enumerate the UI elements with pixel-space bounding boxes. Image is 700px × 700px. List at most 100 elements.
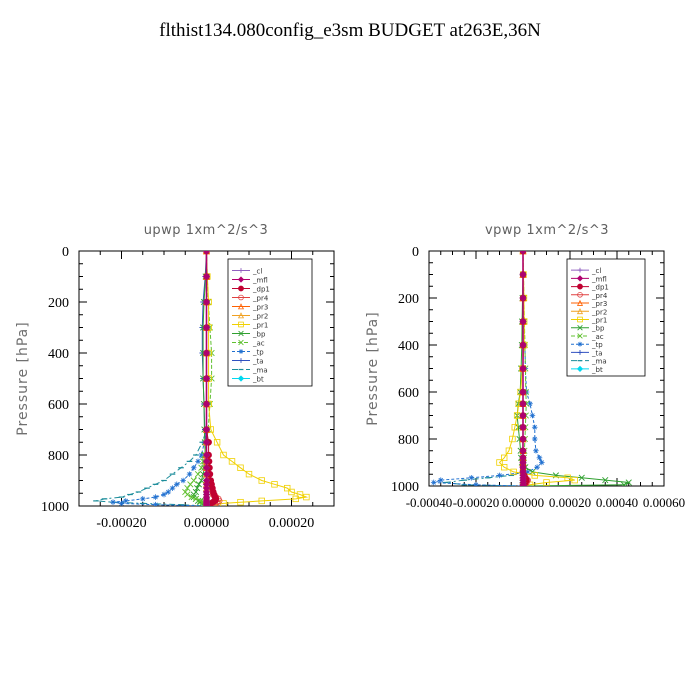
legend-marker-cl: [577, 267, 583, 273]
data-point-bp: [625, 479, 632, 486]
data-point-pr1: [571, 476, 578, 484]
data-point-pr1: [500, 463, 508, 471]
data-point-tp: [536, 455, 543, 461]
data-point-pr1: [213, 439, 221, 446]
legend-marker-ac: [238, 339, 244, 346]
data-point-tp: [430, 479, 437, 486]
data-point-pr1: [509, 435, 516, 443]
y-tick-label: 400: [48, 347, 69, 362]
legend-label-bp: _bp: [591, 325, 605, 333]
x-tick-label: -0.00020: [453, 495, 500, 510]
legend-label-pr1: _pr1: [252, 322, 268, 330]
data-point-ac: [184, 485, 191, 492]
y-tick-label: 1000: [391, 480, 419, 495]
data-point-pr1: [284, 484, 291, 492]
data-point-tp: [173, 481, 180, 488]
data-point-mfl: [519, 341, 527, 349]
data-point-ac: [187, 481, 194, 488]
y-tick-label: 600: [398, 386, 419, 401]
legend-label-bp: _bp: [252, 331, 266, 339]
data-point-mfl: [202, 502, 211, 506]
x-tick-label: -0.00020: [96, 516, 146, 531]
data-point-mfl: [519, 364, 527, 373]
data-point-pr1: [510, 468, 517, 476]
data-point-tp: [527, 400, 533, 407]
data-point-tp: [531, 424, 538, 431]
data-point-tp: [118, 500, 125, 506]
data-point-pr1: [511, 424, 518, 431]
data-point-pr1: [258, 477, 265, 484]
data-point-pr1: [258, 497, 265, 505]
data-point-pr1: [543, 479, 550, 486]
data-point-bp: [578, 474, 585, 481]
data-point-tp: [539, 459, 545, 466]
data-point-pr1: [288, 488, 295, 496]
data-point-mfl: [202, 464, 211, 472]
legend-marker-mfl: [576, 275, 584, 282]
legend: _cl_mfl_dp1_pr4_pr3_pr2_pr1_bp_ac_tp_ta_…: [227, 258, 313, 387]
data-point-tp: [186, 471, 193, 477]
data-point-mfl: [519, 482, 527, 486]
data-point-ac: [198, 464, 205, 471]
legend-label-cl: _cl: [591, 267, 601, 275]
figure-title: flthist134.080config_e3sm BUDGET at263E,…: [159, 20, 541, 41]
legend-marker-pr1: [238, 321, 244, 328]
y-tick-label: 0: [412, 245, 419, 260]
y-tick-label: 1000: [41, 500, 69, 515]
legend-label-pr3: _pr3: [252, 304, 268, 312]
data-point-bp: [529, 468, 536, 476]
legend-label-tp: _tp: [252, 349, 264, 357]
series-line-ma: [95, 251, 207, 506]
data-point-mfl: [202, 451, 211, 459]
data-point-tp: [195, 458, 201, 465]
data-point-mfl: [202, 272, 211, 281]
data-point-pr1: [228, 458, 236, 465]
legend-marker-mfl: [237, 276, 245, 283]
series-line-bp: [516, 251, 631, 486]
data-point-tp: [110, 499, 116, 505]
legend-marker-bp: [238, 330, 244, 337]
data-point-bp: [515, 424, 522, 431]
chart-panel-2: vpwp 1xm^2/s^3 Pressure [hPa] 0 200 400 600 80…: [365, 223, 685, 510]
data-point-bp: [620, 481, 628, 486]
legend-label-dp1: _dp1: [252, 286, 270, 294]
data-point-tp: [198, 452, 205, 458]
legend-label-cl: _cl: [252, 268, 262, 276]
data-point-pr1: [220, 451, 227, 459]
data-point-mfl: [202, 323, 211, 332]
data-point-pr1: [531, 472, 538, 479]
data-point-pr1: [496, 459, 503, 466]
data-point-tp: [524, 469, 531, 475]
data-point-tp: [529, 412, 536, 419]
legend-marker-bt: [576, 365, 584, 372]
legend-marker-tp: [238, 349, 244, 354]
data-point-pr1: [564, 474, 571, 481]
data-point-tp: [437, 477, 444, 483]
data-point-mfl: [202, 470, 211, 478]
panel-title: vpwp 1xm^2/s^3: [485, 223, 609, 238]
data-point-bp: [195, 481, 202, 488]
data-point-bp: [602, 477, 609, 484]
data-point-pr1: [292, 495, 299, 503]
data-point-mfl: [202, 425, 211, 434]
y-axis-label: Pressure [hPa]: [15, 321, 31, 435]
data-point-mfl: [202, 298, 211, 306]
legend-label-pr2: _pr2: [252, 313, 268, 321]
data-point-tp: [122, 498, 129, 504]
x-tick-label: 0.00000: [502, 495, 544, 510]
data-point-mfl: [202, 400, 211, 408]
legend-marker-pr2: [237, 312, 245, 319]
data-point-mfl: [519, 435, 527, 443]
legend-label-ta: _ta: [252, 358, 264, 366]
data-point-mfl: [519, 447, 527, 455]
data-point-tp: [534, 464, 540, 470]
data-point-pr1: [303, 493, 310, 501]
data-point-bp: [194, 485, 201, 492]
y-tick-label: 0: [62, 245, 69, 260]
legend-label-pr4: _pr4: [591, 292, 608, 300]
legend-label-bt: _bt: [252, 376, 264, 384]
legend: _cl_mfl_dp1_pr4_pr3_pr2_pr1_bp_ac_tp_ta_…: [566, 258, 646, 377]
data-point-tp: [152, 494, 159, 500]
